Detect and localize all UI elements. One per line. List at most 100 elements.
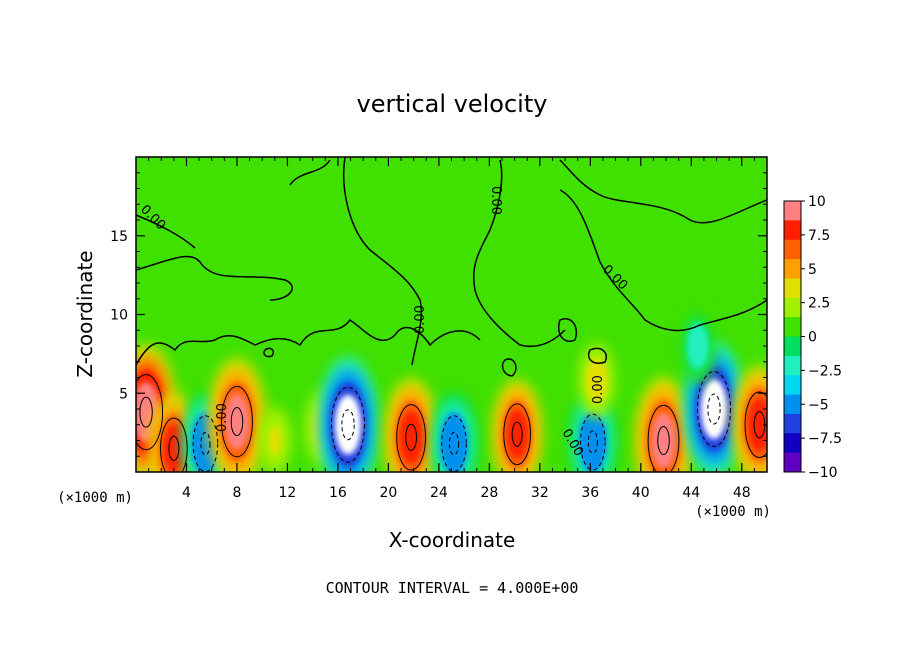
feature-contour — [192, 415, 219, 472]
x-tick-label: 36 — [581, 485, 599, 501]
feature-contour — [441, 415, 467, 472]
x-tick-label: 24 — [430, 485, 448, 501]
contour-line — [136, 255, 293, 301]
x-tick-label: 20 — [379, 485, 397, 501]
colorbar-swatch — [784, 413, 801, 434]
feature-contour — [160, 417, 188, 472]
y-tick-label: 10 — [110, 308, 128, 324]
x-tick-label: 28 — [480, 485, 498, 501]
colorbar-swatch — [784, 433, 801, 454]
chart-title: vertical velocity — [357, 90, 548, 118]
velocity-cell — [444, 421, 464, 466]
colorbar-label: 10 — [808, 194, 826, 210]
velocity-cell — [651, 412, 676, 469]
x-tick-label: 12 — [279, 485, 297, 501]
feature-contour — [503, 403, 531, 466]
feature-contour — [744, 391, 767, 458]
colorbar-swatch — [784, 297, 801, 318]
velocity-cell — [163, 424, 185, 472]
contour-line — [342, 157, 423, 366]
feature-contour — [647, 404, 680, 472]
colorbar-label: −7.5 — [808, 431, 842, 447]
feature-contour-inner — [230, 407, 244, 437]
colorbar-swatch — [784, 452, 801, 473]
velocity-cell — [583, 419, 603, 465]
velocity-cell — [747, 398, 767, 451]
velocity-cell — [334, 394, 362, 455]
velocity-cell — [589, 364, 604, 398]
contour-interval-note: CONTOUR INTERVAL = 4.000E+00 — [326, 579, 579, 597]
velocity-field — [136, 308, 767, 472]
contour-line — [136, 214, 196, 249]
feature-contour-inner — [405, 423, 417, 451]
colorbar-label: −2.5 — [808, 363, 842, 379]
feature-contour — [221, 386, 253, 458]
colorbar-label: 5 — [808, 262, 817, 278]
colorbar-label: 2.5 — [808, 296, 830, 312]
feature-contours — [136, 371, 767, 472]
colorbar-swatch — [784, 317, 801, 337]
colorbar-label: 0 — [808, 330, 817, 346]
colorbar-swatch — [784, 394, 801, 415]
contour-label: 0.00 — [488, 186, 503, 215]
contour-line — [136, 318, 481, 366]
contour-line — [263, 347, 275, 358]
colorbar-swatch — [784, 278, 801, 299]
feature-contour-inner — [511, 421, 523, 447]
velocity-cell — [224, 393, 250, 450]
contour-line — [472, 159, 566, 347]
feature-contour-inner — [341, 409, 355, 441]
contour-line — [501, 358, 517, 377]
velocity-cell — [399, 411, 423, 464]
colorbar-swatch — [784, 220, 801, 241]
x-axis: 4 8 12 16 20 24 28 32 36 40 44 48 — [148, 157, 755, 501]
feature-contour — [696, 371, 731, 447]
x-tick-label: 44 — [682, 485, 700, 501]
velocity-cell — [506, 409, 528, 459]
velocity-cell — [268, 425, 282, 456]
colorbar-label: −5 — [808, 397, 829, 413]
colorbar-swatch — [784, 259, 801, 279]
x-tick-label: 8 — [232, 485, 241, 501]
x-tick-label: 40 — [632, 485, 650, 501]
y-axis: 5 10 15 — [110, 172, 767, 457]
feature-contour-inner — [657, 425, 670, 456]
y-axis-label: Z-coordinate — [73, 250, 97, 377]
contour-label: 0.00 — [215, 403, 230, 432]
colorbar-swatch — [784, 375, 801, 396]
feature-contour-inner — [168, 435, 180, 461]
feature-contour — [396, 404, 427, 471]
colorbar-swatch — [784, 355, 801, 376]
feature-contour-inner — [448, 431, 460, 456]
feature-contour-inner — [587, 430, 598, 454]
contour-line — [558, 318, 577, 342]
colorbar-swatch — [784, 239, 801, 260]
x-tick-label: 32 — [531, 485, 549, 501]
y-tick-label: 15 — [110, 229, 128, 245]
colorbar-label: 7.5 — [808, 228, 830, 244]
plot-area: 0.00 0.00 0.00 0.00 0.00 0.00 0.00 — [135, 156, 768, 473]
feature-contour-inner — [139, 396, 153, 428]
x-unit-right: (×1000 m) — [695, 504, 771, 520]
y-tick-label: 5 — [119, 386, 128, 402]
velocity-cell — [690, 329, 705, 363]
contour-line — [588, 347, 607, 364]
colorbar-swatch — [784, 201, 801, 221]
x-tick-label: 48 — [733, 485, 751, 501]
colorbar-swatch — [784, 336, 801, 357]
velocity-cell — [700, 379, 728, 439]
feature-contour-inner — [200, 431, 211, 456]
x-unit-left: (×1000 m) — [57, 490, 133, 506]
contour-line — [559, 159, 767, 224]
x-tick-label: 16 — [329, 485, 347, 501]
contour-line — [559, 189, 767, 332]
zero-contours — [136, 157, 767, 377]
contour-label: 0.00 — [413, 305, 428, 334]
contour-line — [289, 159, 331, 186]
contour-label: 0.00 — [591, 375, 606, 404]
colorbar: 10 7.5 5 2.5 0 −2.5 −5 −7.5 −10 — [783, 194, 842, 481]
x-tick-label: 4 — [182, 485, 191, 501]
colorbar-label: −10 — [808, 465, 838, 481]
x-axis-label: X-coordinate — [389, 528, 516, 552]
